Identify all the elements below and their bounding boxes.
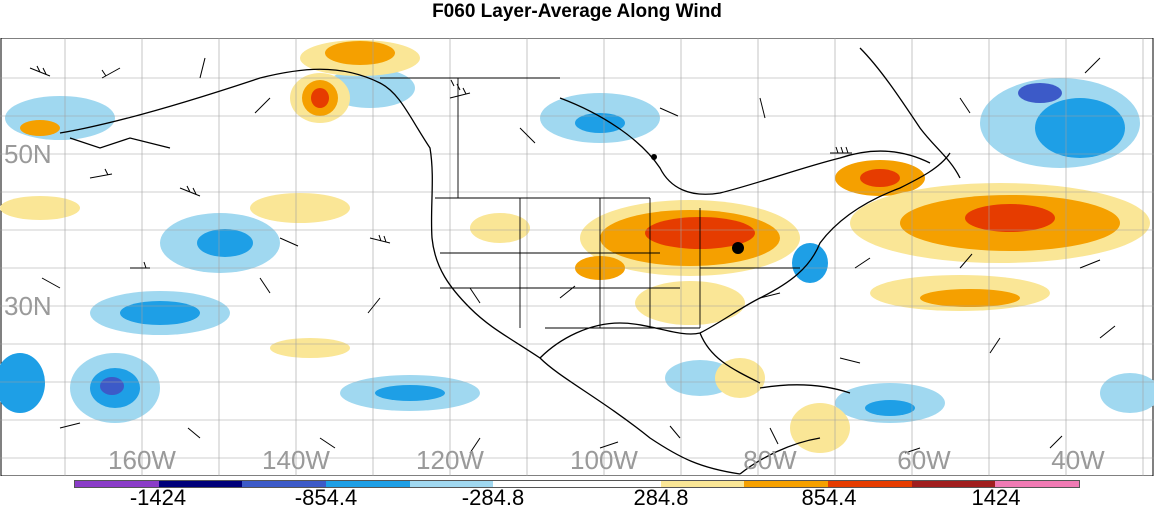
political-borders bbox=[380, 77, 800, 329]
colorbar-box bbox=[911, 481, 996, 487]
colorbar-label: 284.8 bbox=[633, 485, 689, 510]
colorbar-box bbox=[660, 481, 745, 487]
warm-anomaly-shading bbox=[0, 40, 1150, 453]
colorbar-label: -1424 bbox=[129, 485, 187, 510]
colorbar-box bbox=[158, 481, 243, 487]
lon-label-160w: 160W bbox=[108, 445, 176, 475]
map-canvas bbox=[0, 38, 1154, 476]
colorbar-box bbox=[75, 481, 159, 487]
colorbar bbox=[74, 480, 1080, 488]
colorbar-box bbox=[409, 481, 494, 487]
colorbar-box bbox=[744, 481, 829, 487]
lat-label-30n: 30N bbox=[4, 291, 52, 321]
colorbar-box bbox=[995, 481, 1080, 487]
lon-label-120w: 120W bbox=[416, 445, 484, 475]
lon-label-40w: 40W bbox=[1051, 445, 1105, 475]
colorbar-label: -284.8 bbox=[461, 485, 525, 510]
colorbar-box bbox=[242, 481, 327, 487]
colorbar-box bbox=[828, 481, 912, 487]
colorbar-box bbox=[577, 481, 661, 487]
colorbar-box bbox=[326, 481, 410, 487]
colorbar-label: 1424 bbox=[971, 485, 1021, 510]
cool-anomaly-shading bbox=[0, 68, 1154, 423]
colorbar-label: 854.4 bbox=[801, 485, 857, 510]
wind-map bbox=[0, 38, 1154, 476]
latlon-grid bbox=[0, 38, 1154, 476]
lat-label-50n: 50N bbox=[4, 139, 52, 169]
coastlines bbox=[59, 47, 961, 475]
lon-label-80w: 80W bbox=[743, 445, 797, 475]
lon-label-100w: 100W bbox=[570, 445, 638, 475]
colorbar-box bbox=[493, 481, 578, 487]
lon-label-140w: 140W bbox=[262, 445, 330, 475]
secondary-marker bbox=[651, 154, 657, 160]
colorbar-label: -854.4 bbox=[294, 485, 358, 510]
map-title: F060 Layer-Average Along Wind bbox=[432, 1, 722, 22]
station-marker bbox=[732, 242, 744, 254]
wind-barbs bbox=[29, 57, 1116, 454]
lon-label-60w: 60W bbox=[897, 445, 951, 475]
